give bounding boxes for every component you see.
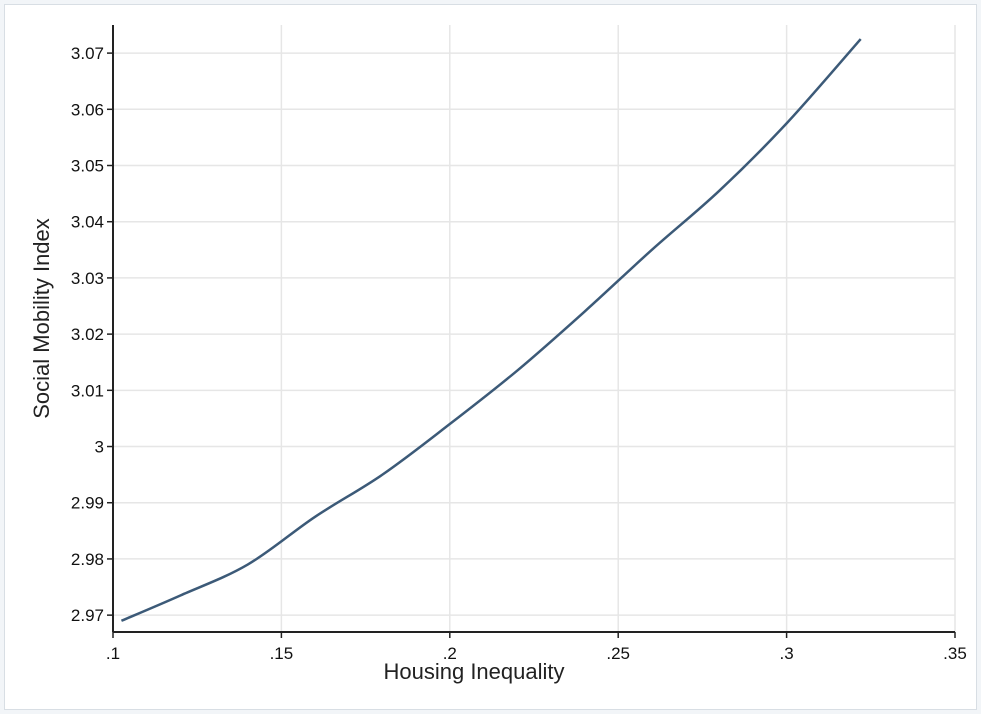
tick-labels: .1 .15 .2 .25 .3 .35 2.97 2.98 2.99 3 3.01 3.02 3.03… xyxy=(71,44,967,663)
x-tick-label: .3 xyxy=(780,644,794,663)
x-axis-title: Housing Inequality xyxy=(383,659,564,684)
x-tick-label: .2 xyxy=(443,644,457,663)
chart-frame: .1 .15 .2 .25 .3 .35 2.97 2.98 2.99 3 3.01 3.02 3.03… xyxy=(4,4,977,710)
y-tick-label: 2.97 xyxy=(71,606,104,625)
y-tick-label: 3.07 xyxy=(71,44,104,63)
x-tick-label: .25 xyxy=(606,644,630,663)
grid xyxy=(113,25,956,632)
y-tick-label: 3.06 xyxy=(71,100,104,119)
y-axis-title: Social Mobility Index xyxy=(29,218,54,419)
series-layer xyxy=(120,38,862,622)
y-tick-label: 2.99 xyxy=(71,494,104,513)
y-tick-label: 3.01 xyxy=(71,381,104,400)
y-tick-label: 3.03 xyxy=(71,269,104,288)
y-tick-label: 2.98 xyxy=(71,550,104,569)
axes xyxy=(107,25,956,638)
y-tick-label: 3.04 xyxy=(71,213,104,232)
x-tick-label: .35 xyxy=(943,644,967,663)
y-tick-label: 3.02 xyxy=(71,325,104,344)
x-tick-label: .15 xyxy=(270,644,294,663)
x-tick-label: .1 xyxy=(106,644,120,663)
y-tick-label: 3 xyxy=(95,438,104,457)
y-tick-label: 3.05 xyxy=(71,157,104,176)
series-line xyxy=(120,38,862,622)
line-chart: .1 .15 .2 .25 .3 .35 2.97 2.98 2.99 3 3.01 3.02 3.03… xyxy=(29,25,967,684)
